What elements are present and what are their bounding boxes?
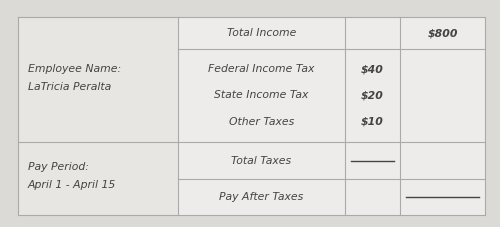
Text: State Income Tax: State Income Tax xyxy=(214,91,308,101)
Text: $10: $10 xyxy=(361,116,384,126)
Text: $40: $40 xyxy=(361,64,384,74)
Bar xyxy=(18,142,178,215)
Text: Other Taxes: Other Taxes xyxy=(229,116,294,126)
Text: $800: $800 xyxy=(427,28,458,38)
Text: Pay After Taxes: Pay After Taxes xyxy=(220,192,304,202)
Bar xyxy=(18,17,178,142)
Text: $20: $20 xyxy=(361,91,384,101)
Text: Federal Income Tax: Federal Income Tax xyxy=(208,64,314,74)
Text: LaTricia Peralta: LaTricia Peralta xyxy=(28,82,111,92)
Text: Employee Name:: Employee Name: xyxy=(28,64,121,74)
Text: April 1 - April 15: April 1 - April 15 xyxy=(28,180,116,190)
Text: Total Taxes: Total Taxes xyxy=(232,155,292,165)
Text: Pay Period:: Pay Period: xyxy=(28,161,89,172)
Bar xyxy=(178,17,485,215)
Text: Total Income: Total Income xyxy=(227,28,296,38)
